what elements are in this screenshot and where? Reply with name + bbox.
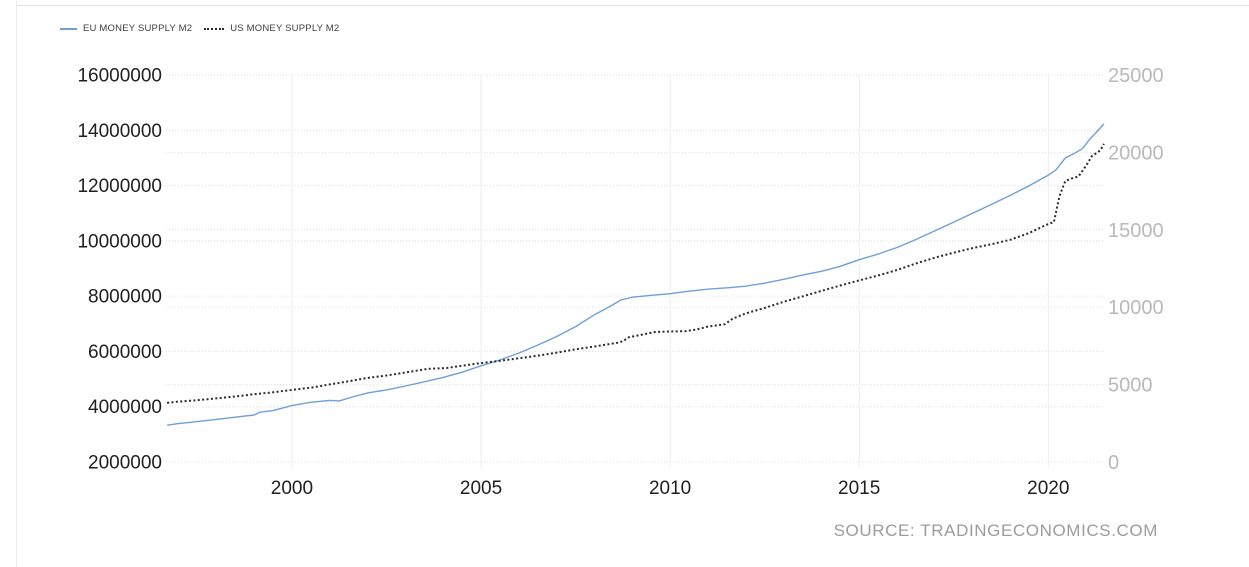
- y-left-tick-label: 4000000: [88, 397, 162, 418]
- y-left-tick-label: 14000000: [77, 121, 162, 142]
- legend-label-eu: EU MONEY SUPPLY M2: [83, 23, 193, 34]
- y-left-tick-label: 2000000: [88, 453, 162, 474]
- chart-legend: EU MONEY SUPPLY M2 US MONEY SUPPLY M2: [60, 22, 339, 35]
- y-left-tick-label: 16000000: [77, 66, 162, 87]
- legend-item-us[interactable]: US MONEY SUPPLY M2: [204, 23, 339, 34]
- y-left-tick-label: 8000000: [88, 287, 162, 308]
- x-tick-label: 2005: [460, 478, 502, 499]
- source-attribution: SOURCE: TRADINGECONOMICS.COM: [833, 521, 1158, 540]
- us-dotted-swatch-icon: [204, 27, 225, 30]
- us-money-supply-line: [166, 143, 1105, 404]
- y-right-tick-label: 10000: [1108, 297, 1164, 319]
- x-tick-label: 2010: [649, 478, 691, 499]
- legend-item-eu[interactable]: EU MONEY SUPPLY M2: [60, 23, 192, 34]
- y-right-tick-label: 25000: [1108, 65, 1164, 87]
- y-left-tick-label: 6000000: [88, 342, 162, 363]
- x-tick-label: 2000: [271, 478, 313, 499]
- y-left-tick-label: 10000000: [77, 231, 162, 252]
- y-right-tick-label: 5000: [1108, 375, 1153, 397]
- x-tick-label: 2015: [838, 478, 880, 499]
- card-top-border: [16, 5, 1249, 6]
- y-right-tick-label: 20000: [1108, 142, 1164, 164]
- y-right-tick-label: 0: [1108, 452, 1119, 474]
- legend-label-us: US MONEY SUPPLY M2: [230, 23, 340, 34]
- y-right-tick-label: 15000: [1108, 220, 1164, 242]
- eu-line-swatch-icon: [60, 27, 77, 30]
- y-left-tick-label: 12000000: [77, 176, 162, 197]
- eu-money-supply-line: [167, 123, 1105, 426]
- x-tick-label: 2020: [1027, 478, 1069, 499]
- card-left-border: [16, 0, 17, 567]
